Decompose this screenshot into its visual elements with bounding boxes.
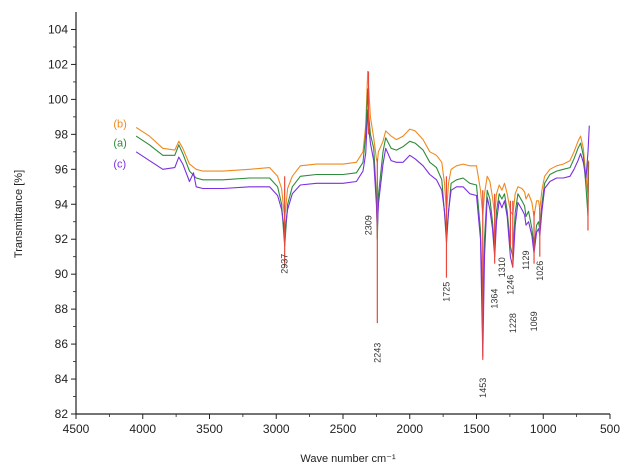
y-axis-title: Transmittance [%] [13, 170, 25, 258]
peak-label: 1725 [442, 282, 452, 302]
x-axis-title: Wave number cm⁻¹ [300, 453, 396, 465]
x-tick-label: 3000 [263, 422, 290, 436]
series-label: (b) [113, 118, 126, 130]
x-tick-label: 2500 [330, 422, 357, 436]
y-tick-label: 90 [55, 267, 69, 281]
peak-label: 1228 [508, 313, 518, 333]
y-tick-label: 86 [55, 337, 69, 351]
y-tick-label: 102 [48, 57, 68, 71]
y-tick-label: 82 [55, 407, 69, 421]
peak-label: 1026 [535, 261, 545, 281]
x-tick-label: 1000 [530, 422, 557, 436]
y-tick-label: 84 [55, 372, 69, 386]
peak-label: 1069 [529, 311, 539, 331]
series-line-2 [135, 109, 590, 357]
series-label: (a) [113, 138, 126, 150]
peak-label: 2937 [280, 254, 290, 274]
axes: 82 84 86 88 90 92 94 96 98 100 102 104 4500 4000 3500 3… [48, 12, 620, 436]
x-tick-label: 500 [600, 422, 620, 436]
x-tick-label: 4000 [129, 422, 156, 436]
series-label-group: (b) (a) (c) [113, 118, 126, 170]
peak-label: 2243 [372, 343, 382, 363]
x-tick-label: 3500 [196, 422, 223, 436]
peak-label: 1453 [478, 378, 488, 398]
series-line-0 [135, 70, 590, 219]
peak-label: 1310 [497, 257, 507, 277]
y-tick-label: 98 [55, 127, 69, 141]
series-group [135, 70, 590, 357]
x-tick-label: 4500 [63, 422, 90, 436]
peak-label: 2309 [364, 215, 374, 235]
peak-label: 1246 [505, 275, 515, 295]
y-tick-label: 96 [55, 162, 69, 176]
peak-label: 1129 [521, 251, 531, 270]
spike-group [284, 71, 589, 360]
y-tick-label: 94 [55, 197, 69, 211]
peak-label: 1364 [490, 289, 500, 309]
y-tick-label: 100 [48, 92, 68, 106]
y-tick-label: 92 [55, 232, 69, 246]
series-label: (c) [113, 159, 126, 171]
y-tick-label: 88 [55, 302, 69, 316]
y-tick-label: 104 [48, 22, 68, 36]
x-tick-label: 2000 [396, 422, 423, 436]
x-tick-label: 1500 [463, 422, 490, 436]
series-line-1 [135, 88, 590, 310]
